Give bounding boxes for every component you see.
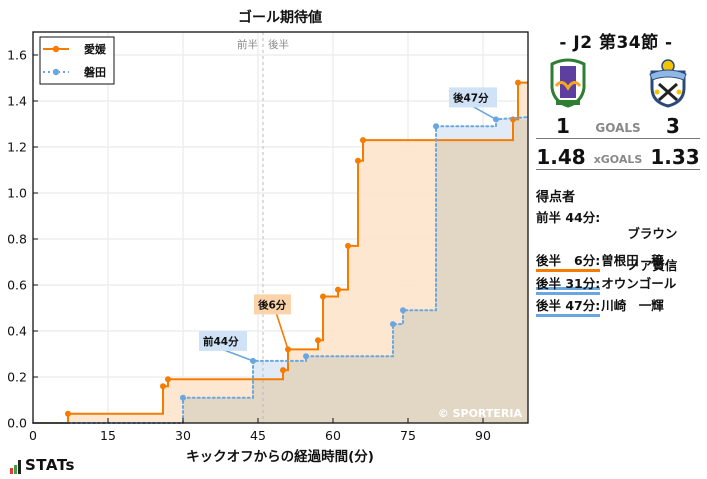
svg-text:60: 60 [325, 428, 341, 443]
scorer-time: 後半 6分: [536, 253, 601, 272]
svg-text:30: 30 [175, 428, 191, 443]
axes: 0 15 30 45 60 75 90 0.0 0.2 0.4 0.6 0.8 1.0 1.2 1.4 1.6 [7, 31, 529, 443]
svg-text:後47分: 後47分 [452, 91, 489, 104]
svg-text:前44分: 前44分 [203, 335, 239, 348]
scorer-item: 後半 31分: オウンゴール [536, 276, 676, 295]
ehime-crest-icon [550, 58, 586, 108]
scorer-name: 曽根田 穣 [601, 253, 664, 268]
svg-text:愛媛: 愛媛 [84, 42, 107, 56]
svg-text:0.2: 0.2 [7, 370, 27, 385]
brand-name: STATs [25, 456, 75, 474]
goals-row: 1 GOALS 3 [536, 114, 700, 139]
svg-text:45: 45 [250, 428, 266, 443]
scorer-time: 後半 31分: [536, 276, 601, 295]
xgoals-label: xGOALS [593, 153, 643, 166]
scorer-item: 後半 47分: 川崎 一輝 [536, 298, 664, 317]
svg-text:1.6: 1.6 [7, 48, 27, 63]
iwata-crest-icon [649, 59, 687, 108]
svg-text:0.4: 0.4 [7, 324, 27, 339]
svg-text:磐田: 磐田 [84, 65, 106, 79]
svg-text:1.0: 1.0 [7, 186, 27, 201]
svg-text:0.0: 0.0 [7, 416, 27, 431]
area-fills [33, 82, 528, 424]
scorer-time: 後半 47分: [536, 298, 601, 317]
scorer-name-line2: ノア賢信 [627, 258, 678, 273]
scorer-time: 前半 44分: [536, 210, 601, 290]
svg-text:75: 75 [400, 428, 416, 443]
round-title: - J2 第34節 - [559, 33, 673, 53]
scorer-name: 川崎 一輝 [601, 298, 664, 313]
scorer-item: 後半 6分: 曽根田 穣 [536, 253, 664, 272]
halftime-line: 前半 後半 [237, 32, 289, 423]
svg-text:90: 90 [475, 428, 491, 443]
away-xg: 1.33 [650, 145, 700, 169]
svg-text:後半: 後半 [268, 38, 289, 51]
svg-text:後6分: 後6分 [257, 298, 287, 311]
series-lines [32, 79, 529, 424]
goal-annotations: 前44分 後6分 後47分 [199, 87, 497, 362]
svg-text:0.6: 0.6 [7, 278, 27, 293]
svg-text:前半: 前半 [237, 38, 258, 51]
svg-text:15: 15 [100, 428, 116, 443]
home-goals: 1 [556, 114, 570, 138]
away-goals: 3 [666, 114, 680, 138]
scorer-name: オウンゴール [601, 276, 677, 291]
scorer-name-line1: ブラウン [627, 226, 678, 241]
match-summary-panel: - J2 第34節 - 1 GOALS 3 1.48 xGOALS 1.33 得… [532, 0, 707, 479]
stats-logo: STATs [10, 456, 75, 474]
goals-label: GOALS [595, 121, 641, 135]
svg-text:0: 0 [29, 428, 37, 443]
xgoals-row: 1.48 xGOALS 1.33 [536, 145, 700, 170]
svg-text:1.2: 1.2 [7, 140, 27, 155]
svg-text:0.8: 0.8 [7, 232, 27, 247]
scorers-title: 得点者 [536, 190, 576, 205]
svg-text:1.4: 1.4 [7, 94, 27, 109]
scorer-name: ブラウン ノア賢信 [601, 210, 677, 290]
chart-title: ゴール期待値 [238, 9, 322, 26]
x-axis-label: キックオフからの経過時間(分) [186, 448, 374, 465]
bar-chart-icon [10, 460, 21, 474]
watermark: © SPORTERIA [438, 407, 523, 420]
scorer-item: 前半 44分: ブラウン ノア賢信 [536, 210, 677, 290]
home-xg: 1.48 [536, 145, 586, 169]
